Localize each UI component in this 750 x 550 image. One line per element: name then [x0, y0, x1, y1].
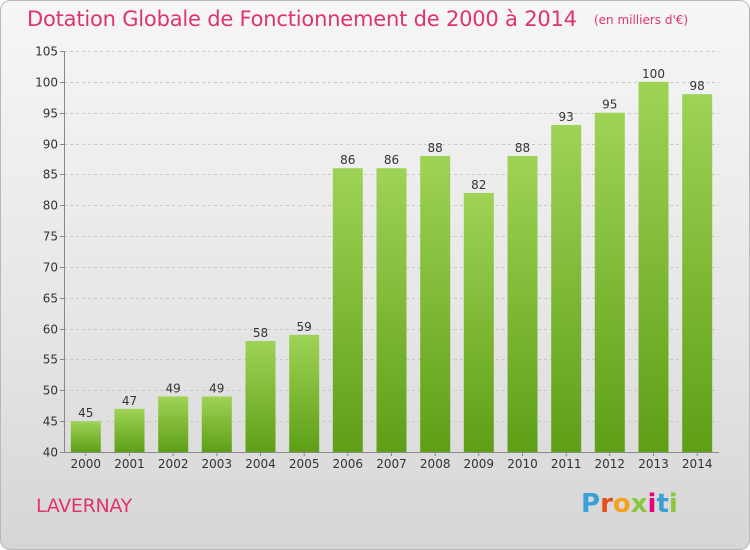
y-tick-label: 105 [35, 45, 58, 59]
x-tick-label: 2008 [420, 457, 451, 471]
data-label: 82 [471, 178, 486, 192]
x-tick-label: 2010 [507, 457, 538, 471]
axis-layer: 40 45 50 55 60 65 70 75 80 85 90 95 100 105 2000 2001 20… [35, 45, 719, 471]
y-tick-label: 75 [43, 230, 58, 244]
bar-2006 [332, 168, 363, 452]
data-label: 49 [166, 382, 181, 396]
bar-2000 [70, 421, 101, 452]
x-tick-label: 2001 [114, 457, 145, 471]
data-label: 45 [78, 406, 93, 420]
x-tick-label: 2003 [202, 457, 233, 471]
bar-layer [70, 81, 713, 453]
data-label: 47 [122, 394, 137, 408]
bar-2008 [420, 155, 451, 452]
logo-letter: P [581, 489, 601, 519]
x-tick-label: 2012 [595, 457, 626, 471]
y-tick-label: 80 [43, 199, 58, 213]
title-row: Dotation Globale de Fonctionnement de 20… [27, 7, 688, 31]
logo-letter: o [612, 489, 631, 519]
logo-letter: i [668, 489, 678, 519]
bar-2010 [507, 155, 538, 452]
bar-2005 [289, 334, 320, 452]
chart-subtitle: (en milliers d'€) [593, 13, 689, 27]
y-tick-label: 60 [43, 323, 58, 337]
x-tick-label: 2000 [71, 457, 102, 471]
x-tick-label: 2006 [333, 457, 364, 471]
y-tick-label: 40 [43, 446, 58, 460]
y-tick-label: 95 [43, 107, 58, 121]
x-tick-label: 2014 [682, 457, 713, 471]
bar-2007 [376, 168, 407, 452]
proxiti-logo: Proxiti [581, 489, 678, 519]
x-tick-label: 2011 [551, 457, 582, 471]
chart-title: Dotation Globale de Fonctionnement de 20… [27, 7, 577, 31]
bar-2003 [201, 396, 232, 452]
data-label: 58 [253, 326, 268, 340]
bar-2002 [158, 396, 189, 452]
data-label: 86 [340, 153, 355, 167]
data-label: 59 [297, 320, 312, 334]
logo-letter: t [656, 489, 669, 519]
bar-2011 [551, 125, 582, 452]
label-layer: 45 47 49 49 58 59 86 86 88 82 88 93 95 100 98 [78, 67, 705, 420]
x-tick-label: 2013 [638, 457, 669, 471]
y-tick-label: 50 [43, 384, 58, 398]
logo-letter: i [647, 489, 657, 519]
bar-2014 [682, 94, 713, 452]
bar-2012 [594, 112, 625, 452]
y-tick-label: 70 [43, 261, 58, 275]
y-tick-label: 45 [43, 415, 58, 429]
data-label: 49 [209, 382, 224, 396]
commune-name: LAVERNAY [36, 495, 132, 517]
logo-letter: x [630, 489, 648, 519]
data-label: 100 [642, 67, 665, 81]
x-tick-label: 2009 [464, 457, 495, 471]
y-tick-label: 85 [43, 168, 58, 182]
y-tick-label: 90 [43, 138, 58, 152]
bar-2004 [245, 341, 276, 452]
data-label: 98 [690, 79, 705, 93]
x-tick-label: 2004 [245, 457, 276, 471]
y-tick-label: 55 [43, 353, 58, 367]
data-label: 86 [384, 153, 399, 167]
data-label: 88 [428, 141, 443, 155]
x-tick-label: 2002 [158, 457, 189, 471]
bar-2001 [114, 408, 145, 452]
bar-2013 [638, 81, 669, 453]
y-tick-label: 100 [35, 76, 58, 90]
logo-letter: r [600, 489, 613, 519]
x-tick-label: 2007 [376, 457, 407, 471]
y-tick-label: 65 [43, 292, 58, 306]
x-tick-label: 2005 [289, 457, 320, 471]
data-label: 88 [515, 141, 530, 155]
data-label: 95 [602, 98, 617, 112]
bar-2009 [463, 192, 494, 452]
data-label: 93 [559, 110, 574, 124]
